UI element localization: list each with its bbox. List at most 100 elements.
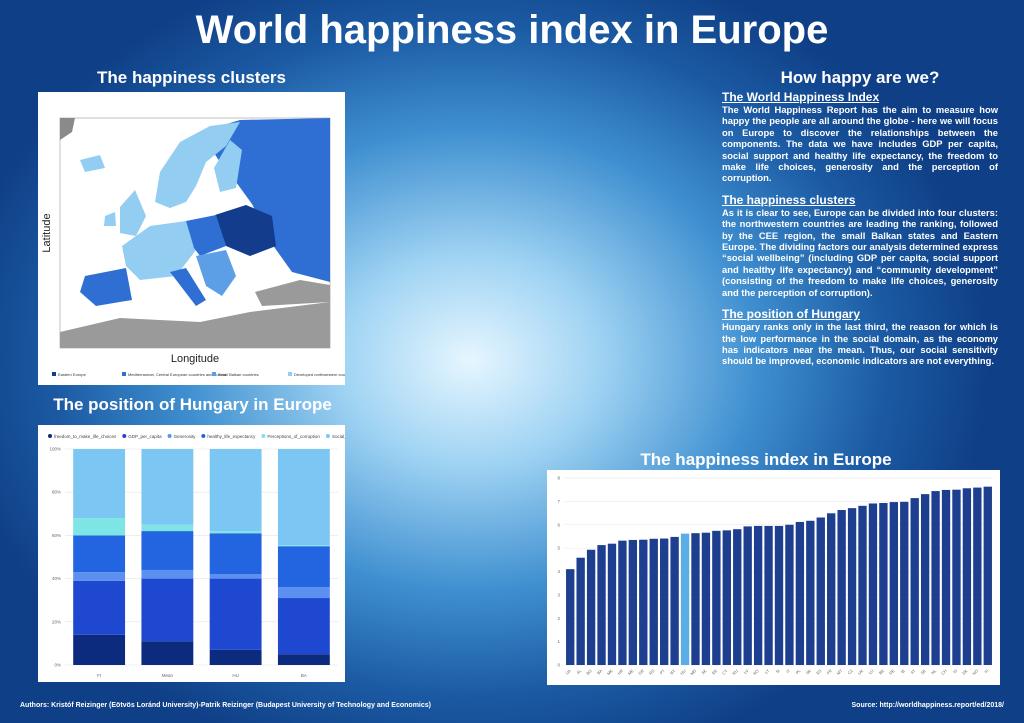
- bar-segment: [209, 574, 262, 579]
- bar-segment: [209, 533, 262, 575]
- x-tick-label: LV: [743, 668, 750, 675]
- bar-segment: [277, 654, 330, 665]
- map-y-label: Latitude: [41, 213, 53, 252]
- bar-segment: [209, 578, 262, 650]
- map-region: [214, 140, 242, 192]
- x-tick-label: FR: [826, 668, 833, 675]
- x-tick-label: XK: [700, 668, 708, 676]
- bar-segment: [141, 449, 194, 525]
- legend-label: Small Balkan countries: [218, 372, 259, 377]
- legend-marker: [261, 434, 266, 438]
- y-tick-label: 60%: [52, 533, 61, 538]
- x-tick-label: MT: [836, 668, 844, 676]
- map-region: [170, 268, 206, 306]
- y-tick-label: 6: [557, 522, 560, 527]
- legend-marker: [201, 434, 206, 438]
- x-tick-label: HU: [232, 673, 239, 678]
- bar: [649, 538, 658, 665]
- legend-marker: [122, 434, 127, 438]
- section-title: The position of Hungary: [722, 307, 860, 322]
- x-tick-label: GR: [637, 668, 645, 676]
- bar: [900, 501, 909, 665]
- x-tick-label: Mean: [162, 673, 174, 678]
- bar: [962, 488, 972, 665]
- land-nonclustered: [60, 118, 75, 140]
- bar-heading: The happiness index in Europe: [640, 450, 892, 469]
- y-tick-label: 100%: [49, 447, 61, 452]
- y-tick-label: 5: [557, 546, 560, 551]
- x-tick-label: BY: [669, 668, 677, 676]
- legend-swatch: [212, 372, 216, 376]
- x-tick-label: UA: [564, 668, 572, 676]
- x-tick-label: ME: [627, 668, 635, 676]
- x-tick-label: NL: [930, 668, 938, 676]
- y-tick-label: 1: [557, 639, 560, 644]
- bar: [722, 530, 731, 665]
- x-tick-label: LT: [764, 668, 771, 675]
- bar-segment: [73, 449, 126, 519]
- bar: [701, 532, 711, 665]
- bar: [743, 526, 752, 665]
- bar: [691, 533, 700, 665]
- bar: [795, 521, 805, 665]
- bar: [868, 503, 878, 665]
- y-tick-label: 7: [557, 499, 560, 504]
- bar: [753, 525, 763, 665]
- bar-segment: [73, 580, 126, 635]
- bar: [597, 545, 606, 665]
- map-region: [104, 212, 116, 226]
- legend-marker: [167, 434, 172, 438]
- bar: [586, 549, 596, 665]
- x-tick-label: HU: [679, 668, 687, 676]
- bar-segment: [141, 578, 194, 642]
- bar: [680, 533, 690, 665]
- x-tick-label: CH: [940, 668, 948, 676]
- x-tick-label: RO: [752, 668, 760, 676]
- bar-segment: [277, 545, 330, 547]
- bar: [670, 536, 679, 665]
- x-tick-label: IS: [952, 668, 958, 674]
- bar: [639, 539, 648, 665]
- bar: [607, 543, 617, 665]
- land-nonclustered: [60, 302, 330, 348]
- x-tick-label: AT: [909, 668, 916, 675]
- section-body: As it is clear to see, Europe can be div…: [722, 206, 998, 298]
- x-tick-label: BG: [585, 668, 593, 676]
- bar: [659, 538, 669, 665]
- y-tick-label: 4: [557, 569, 560, 574]
- map-region: [80, 155, 105, 172]
- section-title: The happiness clusters: [722, 192, 856, 207]
- x-tick-label: MD: [689, 668, 697, 676]
- bar: [973, 487, 982, 665]
- map-region: [155, 122, 240, 208]
- map-heading: The happiness clusters: [97, 68, 286, 87]
- legend-swatch: [52, 372, 56, 376]
- bar: [952, 489, 961, 665]
- x-tick-label: PT: [659, 668, 667, 676]
- x-tick-label: AL: [575, 668, 583, 676]
- bar: [889, 502, 899, 665]
- bar: [806, 520, 815, 665]
- map-panel: Latitude Longitude Eastern Europe Mediter…: [38, 92, 345, 385]
- stacked-heading: The position of Hungary in Europe: [53, 395, 332, 414]
- x-tick-label: DE: [888, 668, 896, 676]
- legend-label: GDP_per_capita: [128, 434, 162, 439]
- legend-label: freedom_to_make_life_choices: [54, 434, 117, 439]
- x-tick-label: BA: [596, 668, 604, 676]
- text-heading: How happy are we?: [780, 68, 940, 87]
- map-region: [122, 221, 196, 280]
- bar-segment: [277, 449, 330, 546]
- y-tick-label: 40%: [52, 576, 61, 581]
- bar-segment: [209, 531, 262, 534]
- land-nonclustered: [255, 280, 330, 306]
- legend-label: Mediterranean, Central European countrie…: [128, 372, 227, 377]
- y-tick-label: 0%: [54, 663, 61, 668]
- x-tick-label: IT: [785, 668, 791, 674]
- map-x-label: Longitude: [171, 353, 219, 365]
- map-region: [196, 250, 236, 296]
- bar: [931, 491, 940, 665]
- map-region: [215, 205, 276, 256]
- bar-segment: [73, 572, 126, 581]
- bar-segment: [277, 546, 330, 588]
- legend-label: Developed northwestern countries: [294, 372, 345, 377]
